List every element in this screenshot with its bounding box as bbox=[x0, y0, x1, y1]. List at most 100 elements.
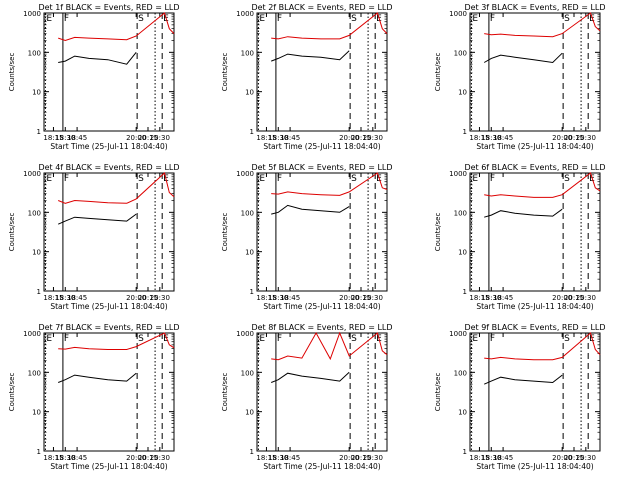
y-axis-label: Counts/sec bbox=[434, 373, 442, 412]
chart-title: Det 6f BLACK = Events, RED = LLD bbox=[464, 163, 605, 172]
chart-panel-9: Det 9f BLACK = Events, RED = LLD 1 10 100 10… bbox=[434, 323, 606, 471]
y-tick-label: 10 bbox=[32, 249, 41, 257]
x-tick-label: 18:15 bbox=[256, 134, 276, 142]
x-tick-label: 20:00 bbox=[339, 294, 359, 302]
marker-label: S bbox=[351, 334, 357, 344]
y-axis-label: Counts/sec bbox=[221, 53, 229, 92]
series-line-1 bbox=[484, 12, 601, 38]
x-tick-label: 18:15 bbox=[43, 454, 63, 462]
plot-frame bbox=[256, 12, 388, 132]
x-tick-label: 18:30 bbox=[268, 134, 288, 142]
x-tick-label: 20:15 bbox=[138, 134, 158, 142]
y-tick-label: 1 bbox=[37, 128, 41, 136]
x-tick-label: 20:30 bbox=[576, 134, 596, 142]
chart-title: Det 8f BLACK = Events, RED = LLD bbox=[251, 323, 392, 332]
x-tick-label: 18:45 bbox=[67, 294, 87, 302]
marker-label: E bbox=[259, 14, 265, 24]
x-tick-label: 20:30 bbox=[150, 454, 170, 462]
chart-panel-3: Det 3f BLACK = Events, RED = LLD 1 10 100 10… bbox=[434, 3, 606, 151]
y-tick-label: 10 bbox=[458, 89, 467, 97]
x-axis-label: Start Time (25-Jul-11 18:04:40) bbox=[476, 462, 593, 471]
y-tick-label: 100 bbox=[454, 209, 467, 217]
x-tick-label: 20:15 bbox=[564, 134, 584, 142]
chart-title: Det 4f BLACK = Events, RED = LLD bbox=[38, 163, 179, 172]
x-tick-label: 20:00 bbox=[552, 294, 572, 302]
y-tick-label: 100 bbox=[241, 49, 254, 57]
y-tick-label: 100 bbox=[241, 369, 254, 377]
y-axis-label: Counts/sec bbox=[434, 213, 442, 252]
x-tick-label: 18:15 bbox=[256, 294, 276, 302]
marker-label: S bbox=[351, 14, 357, 24]
y-tick-label: 1000 bbox=[449, 170, 467, 178]
x-tick-label: 18:30 bbox=[481, 454, 501, 462]
y-tick-label: 1000 bbox=[23, 170, 41, 178]
marker-label: F bbox=[490, 334, 495, 344]
x-tick-label: 18:15 bbox=[43, 294, 63, 302]
chart-panel-1: Det 1f BLACK = Events, RED = LLD 1 10 100 10… bbox=[8, 3, 180, 151]
marker-label: E bbox=[472, 174, 478, 184]
y-tick-label: 100 bbox=[241, 209, 254, 217]
plot-frame bbox=[43, 332, 175, 452]
x-tick-label: 18:30 bbox=[268, 454, 288, 462]
marker-label: S bbox=[138, 174, 144, 184]
x-tick-label: 18:45 bbox=[493, 294, 513, 302]
plot-frame bbox=[43, 172, 175, 292]
x-tick-label: 18:30 bbox=[481, 134, 501, 142]
plot-frame bbox=[256, 332, 388, 452]
marker-label: F bbox=[277, 14, 282, 24]
series-line-2 bbox=[483, 52, 563, 64]
series-line-2 bbox=[271, 204, 350, 215]
series-line-1 bbox=[58, 12, 175, 42]
x-tick-label: 20:30 bbox=[576, 294, 596, 302]
x-tick-label: 20:30 bbox=[363, 134, 383, 142]
series-line-2 bbox=[484, 208, 563, 218]
marker-label: S bbox=[564, 334, 570, 344]
x-tick-label: 20:30 bbox=[150, 294, 170, 302]
x-tick-label: 20:15 bbox=[351, 134, 371, 142]
y-tick-label: 100 bbox=[454, 369, 467, 377]
y-tick-label: 1 bbox=[463, 128, 467, 136]
y-axis-label: Counts/sec bbox=[8, 213, 16, 252]
x-tick-label: 18:45 bbox=[280, 454, 300, 462]
y-tick-label: 100 bbox=[28, 369, 41, 377]
chart-panel-2: Det 2f BLACK = Events, RED = LLD 1 10 100 10… bbox=[221, 3, 393, 151]
x-tick-label: 20:00 bbox=[126, 134, 146, 142]
y-tick-label: 10 bbox=[245, 249, 254, 257]
series-line-1 bbox=[484, 332, 601, 361]
x-tick-label: 20:00 bbox=[126, 294, 146, 302]
y-tick-label: 1000 bbox=[23, 10, 41, 18]
x-axis-label: Start Time (25-Jul-11 18:04:40) bbox=[476, 142, 593, 151]
marker-label: F bbox=[277, 174, 282, 184]
chart-title: Det 1f BLACK = Events, RED = LLD bbox=[38, 3, 179, 12]
marker-label: E bbox=[259, 334, 265, 344]
marker-label: E bbox=[472, 14, 478, 24]
x-tick-label: 20:30 bbox=[363, 454, 383, 462]
series-line-1 bbox=[484, 172, 601, 198]
y-tick-label: 1000 bbox=[449, 330, 467, 338]
series-line-2 bbox=[58, 51, 137, 65]
y-tick-label: 100 bbox=[454, 49, 467, 57]
x-tick-label: 20:00 bbox=[552, 454, 572, 462]
y-tick-label: 1 bbox=[250, 128, 254, 136]
plot-frame bbox=[469, 332, 601, 452]
chart-panel-6: Det 6f BLACK = Events, RED = LLD 1 10 100 10… bbox=[434, 163, 606, 311]
series-line-1 bbox=[271, 331, 388, 361]
marker-label: S bbox=[138, 334, 144, 344]
x-tick-label: 20:15 bbox=[351, 454, 371, 462]
marker-label: F bbox=[277, 334, 282, 344]
x-tick-label: 20:30 bbox=[363, 294, 383, 302]
x-tick-label: 18:15 bbox=[469, 134, 489, 142]
plot-frame bbox=[43, 12, 175, 132]
chart-title: Det 3f BLACK = Events, RED = LLD bbox=[464, 3, 605, 12]
x-axis-label: Start Time (25-Jul-11 18:04:40) bbox=[50, 302, 167, 311]
marker-label: E bbox=[46, 334, 52, 344]
y-tick-label: 1 bbox=[37, 448, 41, 456]
y-tick-label: 1 bbox=[463, 288, 467, 296]
y-tick-label: 1000 bbox=[236, 170, 254, 178]
series-line-2 bbox=[271, 50, 350, 62]
marker-label: E bbox=[46, 14, 52, 24]
chart-panel-5: Det 5f BLACK = Events, RED = LLD 1 10 100 10… bbox=[221, 163, 393, 311]
chart-panel-4: Det 4f BLACK = Events, RED = LLD 1 10 100 10… bbox=[8, 163, 180, 311]
